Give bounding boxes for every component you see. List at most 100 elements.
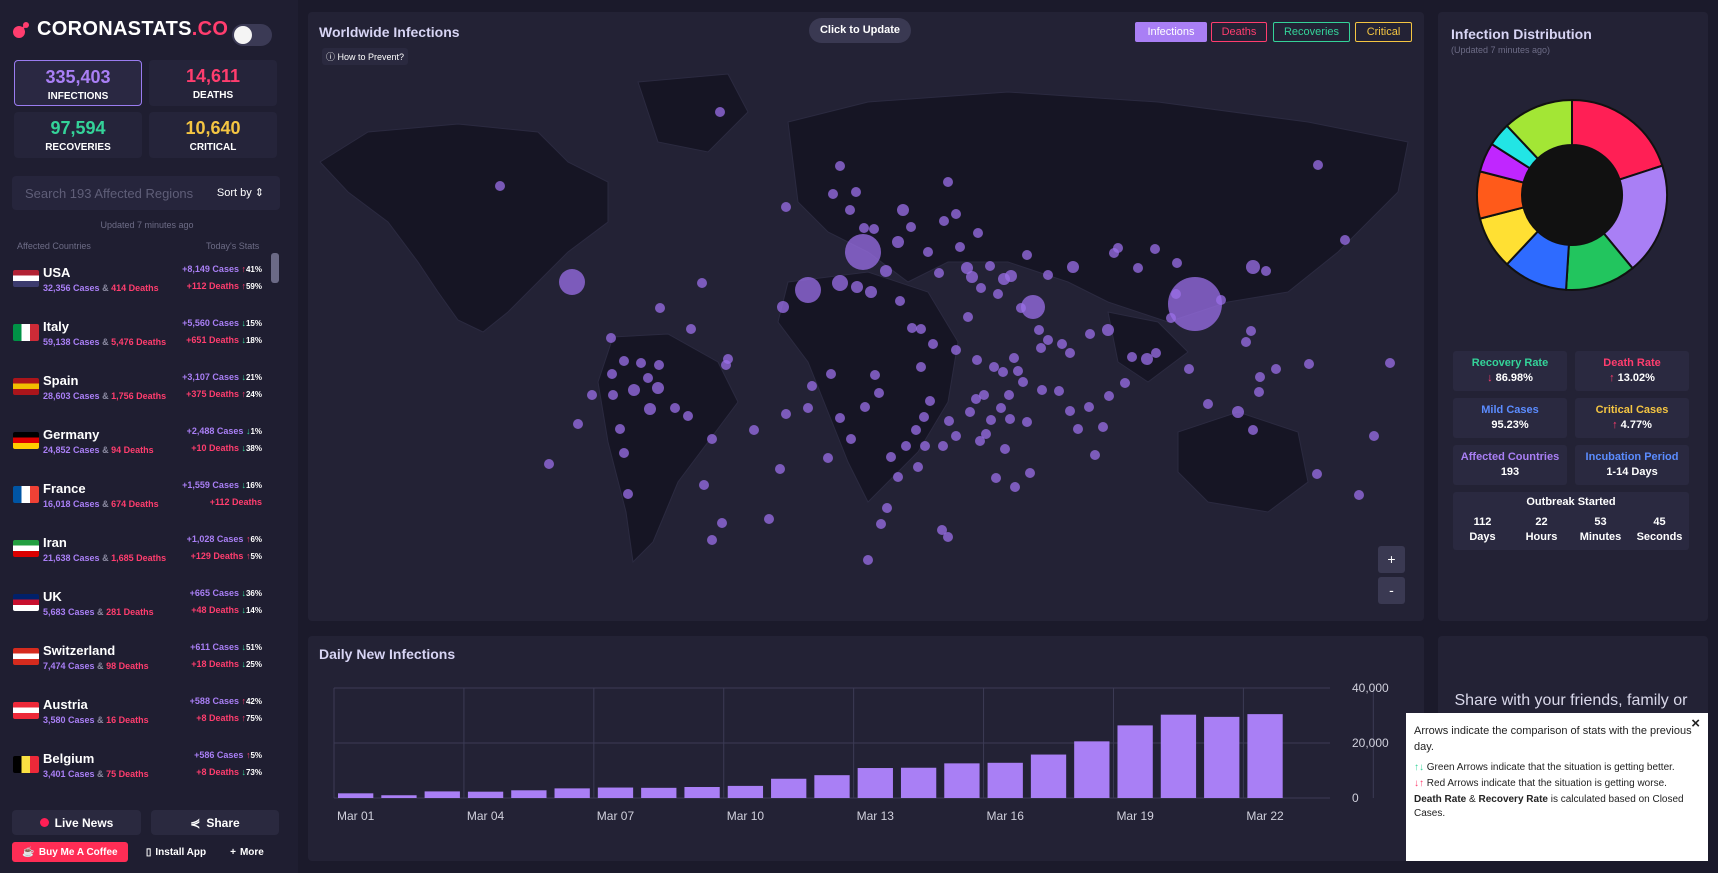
bar-mar-14[interactable] — [900, 767, 937, 798]
country-bubble[interactable] — [607, 369, 617, 379]
bar-mar-08[interactable] — [641, 787, 677, 798]
country-bubble[interactable] — [1022, 250, 1032, 260]
country-bubble[interactable] — [865, 286, 877, 298]
country-bubble[interactable] — [1085, 329, 1095, 339]
logo[interactable]: CORONASTATS.CO — [10, 18, 228, 41]
country-bubble[interactable] — [886, 452, 896, 462]
country-bubble[interactable] — [1340, 235, 1350, 245]
country-bubble[interactable] — [951, 209, 961, 219]
country-bubble[interactable] — [892, 236, 904, 248]
bar-mar-18[interactable] — [1074, 741, 1110, 798]
live-news-button[interactable]: Live News — [12, 810, 141, 835]
country-bubble[interactable] — [1313, 160, 1323, 170]
country-bubble[interactable] — [863, 555, 873, 565]
country-bubble[interactable] — [1018, 377, 1028, 387]
country-bubble[interactable] — [587, 390, 597, 400]
country-bubble[interactable] — [1168, 277, 1222, 331]
country-bubble[interactable] — [832, 275, 848, 291]
country-bubble[interactable] — [1184, 364, 1194, 374]
country-row[interactable]: Italy 59,138 Cases & 5,476 Deaths +5,560 C… — [0, 307, 278, 361]
country-bubble[interactable] — [928, 339, 938, 349]
daily-infections-chart[interactable]: Mar 01 Mar 04 Mar 07 Mar 10 Mar 13 Mar 16 Mar … — [308, 670, 1408, 855]
bar-mar-11[interactable] — [771, 778, 807, 798]
country-bubble[interactable] — [717, 518, 727, 528]
bar-mar-09[interactable] — [684, 787, 720, 798]
country-bubble[interactable] — [1248, 425, 1258, 435]
country-bubble[interactable] — [938, 441, 948, 451]
country-bubble[interactable] — [1102, 324, 1114, 336]
bar-mar-19[interactable] — [1117, 725, 1153, 798]
share-button[interactable]: ⋞ Share — [151, 810, 279, 835]
country-bubble[interactable] — [859, 223, 869, 233]
country-bubble[interactable] — [851, 187, 861, 197]
country-bubble[interactable] — [996, 403, 1006, 413]
country-bubble[interactable] — [654, 360, 664, 370]
country-bubble[interactable] — [893, 472, 903, 482]
country-bubble[interactable] — [608, 390, 618, 400]
distribution-donut[interactable] — [1472, 95, 1672, 295]
country-bubble[interactable] — [882, 503, 892, 513]
country-bubble[interactable] — [870, 370, 880, 380]
bar-mar-06[interactable] — [554, 788, 590, 798]
country-bubble[interactable] — [619, 448, 629, 458]
country-bubble[interactable] — [963, 312, 973, 322]
country-bubble[interactable] — [644, 403, 656, 415]
country-bubble[interactable] — [972, 355, 982, 365]
close-tooltip-icon[interactable]: × — [1691, 715, 1700, 732]
country-bubble[interactable] — [1304, 359, 1314, 369]
country-bubble[interactable] — [955, 242, 965, 252]
country-bubble[interactable] — [1246, 260, 1260, 274]
country-row[interactable]: Switzerland 7,474 Cases & 98 Deaths +611 C… — [0, 631, 278, 685]
country-bubble[interactable] — [749, 425, 759, 435]
country-bubble[interactable] — [975, 436, 985, 446]
country-bubble[interactable] — [835, 161, 845, 171]
bar-mar-20[interactable] — [1160, 714, 1197, 798]
country-bubble[interactable] — [1084, 402, 1094, 412]
bar-mar-03[interactable] — [424, 791, 460, 798]
bar-mar-17[interactable] — [1030, 754, 1067, 798]
country-bubble[interactable] — [606, 333, 616, 343]
country-bubble[interactable] — [1261, 266, 1271, 276]
country-bubble[interactable] — [683, 411, 693, 421]
country-bubble[interactable] — [623, 489, 633, 499]
country-bubble[interactable] — [1171, 289, 1181, 299]
country-bubble[interactable] — [1016, 303, 1026, 313]
country-bubble[interactable] — [943, 532, 953, 542]
country-bubble[interactable] — [951, 431, 961, 441]
country-bubble[interactable] — [1021, 295, 1045, 319]
country-bubble[interactable] — [1354, 490, 1364, 500]
country-bubble[interactable] — [1127, 352, 1137, 362]
country-bubble[interactable] — [652, 382, 664, 394]
country-bubble[interactable] — [828, 189, 838, 199]
update-button[interactable]: Click to Update — [809, 18, 911, 43]
sort-dropdown[interactable]: Sort by ⇕ — [217, 186, 264, 199]
country-bubble[interactable] — [1098, 422, 1108, 432]
country-bubble[interactable] — [1022, 417, 1032, 427]
country-bubble[interactable] — [851, 281, 863, 293]
tab-recoveries[interactable]: Recoveries — [1273, 22, 1350, 42]
country-bubble[interactable] — [1150, 244, 1160, 254]
bar-mar-16[interactable] — [987, 762, 1023, 798]
country-bubble[interactable] — [1065, 348, 1075, 358]
country-bubble[interactable] — [880, 265, 892, 277]
country-bubble[interactable] — [699, 480, 709, 490]
country-bubble[interactable] — [913, 462, 923, 472]
country-bubble[interactable] — [1166, 313, 1176, 323]
recoveries-stat[interactable]: 97,594 RECOVERIES — [14, 112, 142, 158]
country-bubble[interactable] — [1005, 414, 1015, 424]
country-bubble[interactable] — [777, 301, 789, 313]
country-bubble[interactable] — [906, 222, 916, 232]
country-bubble[interactable] — [998, 367, 1008, 377]
country-bubble[interactable] — [1271, 364, 1281, 374]
country-bubble[interactable] — [573, 419, 583, 429]
country-row[interactable]: Austria 3,580 Cases & 16 Deaths +588 Cases… — [0, 685, 278, 739]
country-bubble[interactable] — [1057, 339, 1067, 349]
deaths-stat[interactable]: 14,611 DEATHS — [149, 60, 277, 106]
country-row[interactable]: USA 32,356 Cases & 414 Deaths +8,149 Cases… — [0, 253, 278, 307]
country-bubble[interactable] — [1036, 343, 1046, 353]
country-bubble[interactable] — [1141, 353, 1153, 365]
bar-mar-13[interactable] — [857, 768, 893, 798]
country-row[interactable]: Belgium 3,401 Cases & 75 Deaths +586 Cases… — [0, 739, 278, 793]
country-row[interactable]: Spain 28,603 Cases & 1,756 Deaths +3,107 C… — [0, 361, 278, 415]
country-bubble[interactable] — [1004, 390, 1014, 400]
